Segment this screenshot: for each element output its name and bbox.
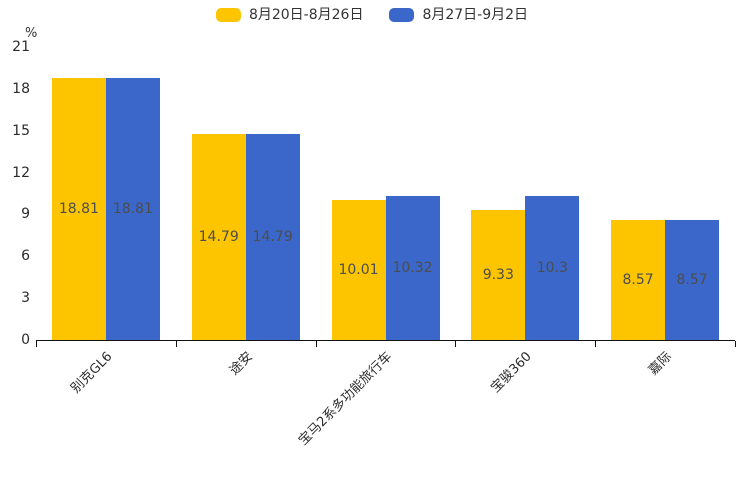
y-axis-unit-label: % — [25, 26, 38, 41]
bar — [471, 209, 526, 340]
x-axis-category-label: 途安 — [226, 349, 256, 379]
bar — [611, 220, 666, 340]
legend-item[interactable]: 8月20日-8月26日 — [215, 7, 364, 23]
legend-item[interactable]: 8月27日-9月2日 — [389, 8, 528, 22]
bar-value-label: 8.57 — [622, 272, 654, 289]
bar — [525, 196, 580, 340]
x-axis-category-label: 别克GL6 — [68, 349, 116, 397]
bar-value-label: 10.01 — [338, 262, 379, 279]
x-axis-tick — [36, 341, 37, 347]
bar-value-label: 9.33 — [482, 266, 514, 283]
bar-value-label: 14.79 — [252, 228, 293, 245]
x-axis-tick — [595, 341, 597, 347]
bar — [51, 77, 106, 340]
x-axis-tick — [735, 341, 736, 347]
bar-value-label: 18.81 — [112, 200, 153, 217]
bar — [385, 196, 440, 340]
y-axis-tick-label: 6 — [21, 248, 30, 265]
y-axis-tick-label: 0 — [21, 332, 30, 348]
bar — [331, 200, 386, 340]
x-axis-tick — [175, 341, 177, 347]
x-axis-tick — [455, 341, 457, 347]
y-axis-tick-label: 12 — [12, 164, 30, 181]
bar-value-label: 8.57 — [676, 272, 708, 289]
bar-value-label: 10.3 — [536, 260, 568, 277]
legend-swatch — [389, 8, 415, 22]
bar-value-label: 14.79 — [198, 228, 239, 245]
x-axis-line — [36, 340, 735, 341]
y-axis-tick-label: 3 — [21, 290, 30, 307]
x-axis-category-label: 宝马2系多功能旅行车 — [296, 349, 396, 449]
y-axis-tick-label: 21 — [12, 39, 30, 55]
bar — [665, 220, 720, 340]
y-axis-tick-label: 9 — [21, 206, 30, 223]
legend-swatch — [215, 8, 241, 22]
bar — [191, 133, 246, 340]
legend-label: 8月27日-9月2日 — [422, 7, 529, 23]
y-axis-tick-label: 15 — [12, 122, 30, 139]
x-axis-category-label: 宝骏360 — [488, 349, 536, 396]
legend-label: 8月20日-8月26日 — [248, 7, 364, 23]
x-axis-tick — [315, 341, 317, 347]
bar-value-label: 10.32 — [392, 260, 433, 276]
bar-value-label: 18.81 — [58, 200, 99, 217]
bar — [245, 133, 300, 340]
bar — [105, 77, 160, 340]
x-axis-category-label: 嘉际 — [646, 349, 676, 379]
chart-legend: 8月20日-8月26日 8月27日-9月2日 — [0, 8, 744, 22]
y-axis-tick-label: 18 — [12, 80, 30, 97]
